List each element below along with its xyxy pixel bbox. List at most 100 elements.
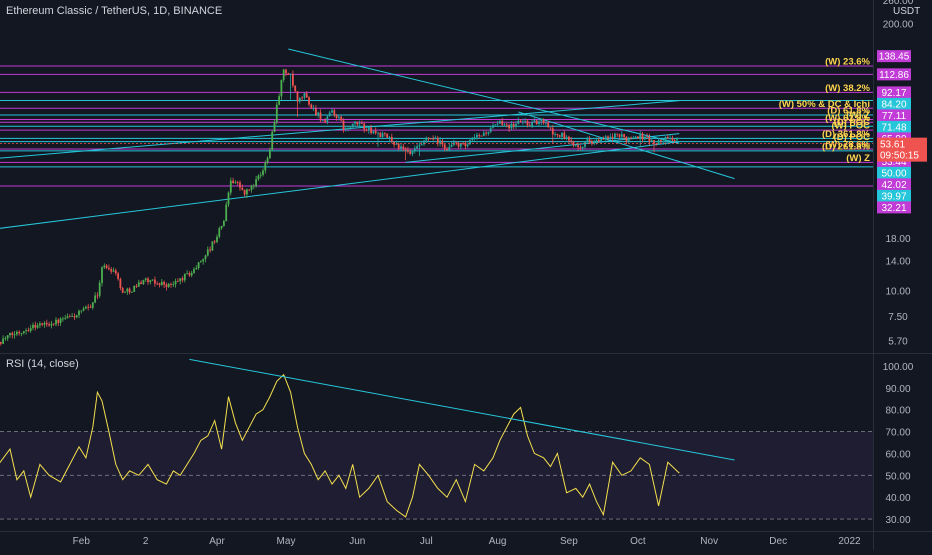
candle-body	[308, 97, 310, 105]
level-badge-bg	[877, 189, 911, 202]
candle-body	[607, 136, 609, 138]
candle-body	[126, 288, 129, 292]
rsi-line	[0, 373, 680, 518]
candle-body	[105, 265, 108, 268]
candle-body	[338, 116, 340, 118]
price-tick-label: 18.00	[885, 234, 910, 245]
candle-body	[190, 272, 193, 276]
candle-body	[554, 133, 556, 135]
candle-body	[18, 331, 21, 334]
rsi-tick-label: 80.00	[885, 406, 910, 417]
candle-body	[457, 142, 460, 147]
candle-body	[597, 139, 600, 142]
candle-body	[618, 134, 621, 137]
level-label: (W) Z	[846, 110, 870, 121]
candle-body	[142, 280, 145, 284]
candle-body	[625, 137, 628, 142]
candle-body	[280, 79, 283, 97]
candle-body	[177, 281, 179, 282]
candle-body	[22, 331, 25, 334]
price-tick-label: 14.00	[885, 256, 910, 267]
rsi-tick-label: 100.00	[883, 362, 914, 373]
candle-body	[66, 316, 69, 319]
level-badge-bg	[877, 68, 911, 81]
candle-body	[71, 316, 73, 317]
candle-body	[409, 151, 412, 154]
candle-body	[234, 182, 237, 184]
candle-body	[278, 96, 280, 105]
candle-body	[639, 133, 642, 139]
trendline	[518, 111, 735, 180]
candle-body	[264, 162, 267, 171]
candle-body	[149, 280, 152, 283]
candle-body	[476, 134, 478, 138]
candle-body	[473, 137, 476, 140]
candle-body	[188, 273, 191, 276]
level-badge-bg	[877, 178, 911, 191]
candle-body	[64, 318, 67, 319]
candle-body	[430, 138, 432, 139]
candle-body	[45, 322, 48, 325]
candle-body	[485, 132, 487, 134]
level-label: (D) 261.8%	[822, 141, 871, 152]
candle-body	[20, 333, 23, 334]
candle-body	[333, 110, 336, 116]
candle-body	[381, 133, 384, 137]
candle-body	[540, 119, 543, 122]
candle-body	[16, 331, 18, 335]
candle-body	[568, 136, 570, 141]
candle-body	[508, 125, 510, 129]
candle-body	[643, 136, 646, 140]
candle-body	[425, 137, 428, 141]
candle-body	[331, 110, 333, 113]
level-badge-text: 77.11	[882, 111, 907, 122]
candle-body	[241, 187, 244, 190]
candle-body	[604, 136, 607, 140]
candle-body	[298, 97, 301, 102]
candle-body	[156, 283, 159, 285]
candle-body	[50, 323, 53, 326]
candle-body	[259, 174, 262, 176]
candle-body	[43, 322, 46, 325]
level-badge-bg	[877, 109, 911, 122]
rsi-tick-label: 90.00	[885, 384, 910, 395]
candle-body	[59, 318, 62, 323]
rsi-tick-label: 70.00	[885, 428, 910, 439]
candle-body	[673, 140, 676, 142]
rsi-tick-label: 40.00	[885, 493, 910, 504]
candle-body	[379, 132, 382, 137]
candle-body	[450, 144, 453, 147]
candle-body	[361, 123, 363, 124]
current-price-text: 53.61	[880, 140, 905, 151]
candle-body	[321, 120, 324, 121]
candle-body	[68, 316, 71, 318]
candle-body	[239, 182, 241, 188]
current-price-badge	[877, 137, 927, 162]
candle-body	[570, 140, 573, 142]
candle-body	[588, 139, 591, 142]
x-tick-label: Jul	[420, 536, 433, 547]
candle-body	[131, 291, 133, 293]
candle-body	[213, 241, 216, 243]
candle-body	[135, 285, 138, 287]
level-badge-bg	[877, 201, 911, 214]
level-label: (D) 361.8%	[822, 129, 871, 140]
candle-body	[140, 282, 142, 284]
candle-body	[257, 175, 260, 180]
candle-body	[469, 139, 471, 145]
candle-body	[519, 120, 522, 122]
candle-body	[282, 69, 285, 80]
candle-body	[78, 310, 80, 316]
candle-body	[89, 306, 92, 308]
level-label: (W) 78.6%	[825, 140, 870, 151]
candle-body	[312, 108, 315, 110]
level-badge: 50.00	[877, 166, 911, 179]
candle-body	[55, 319, 57, 325]
candle-body	[464, 143, 467, 147]
level-badge-bg	[877, 50, 911, 63]
candle-body	[119, 278, 122, 289]
candle-body	[666, 137, 669, 139]
candle-body	[657, 139, 660, 144]
